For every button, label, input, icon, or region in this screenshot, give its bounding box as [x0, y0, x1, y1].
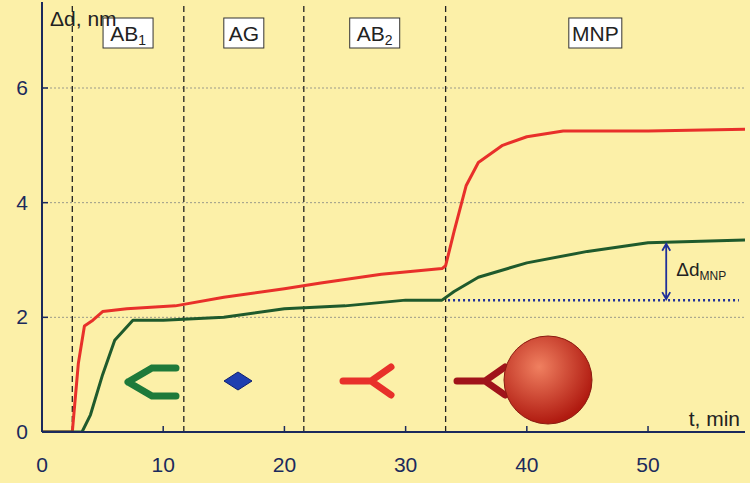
annotation-baseline [448, 299, 739, 302]
antigen-icon [224, 372, 252, 390]
y-tick-label: 2 [16, 305, 28, 328]
x-tick [526, 426, 528, 432]
y-axis [41, 2, 43, 432]
x-tick-label: 50 [636, 453, 659, 476]
phase-boundary [445, 6, 446, 432]
annotation-subscript: MNP [699, 269, 726, 283]
annotation-arrow [662, 244, 670, 299]
x-tick [405, 426, 407, 432]
phase-boundary [72, 6, 73, 432]
series-line [42, 129, 745, 432]
grid-line [42, 317, 745, 318]
y-tick [42, 87, 48, 89]
x-tick-label: 30 [394, 453, 417, 476]
series-line [42, 240, 745, 432]
x-tick [162, 426, 164, 432]
y-tick [42, 202, 48, 204]
y-tick-label: 4 [16, 191, 28, 214]
nanoparticle-icon [504, 336, 592, 424]
background [0, 0, 750, 483]
phase-label: AG [229, 22, 259, 45]
x-tick-label: 10 [152, 453, 175, 476]
antibody-icon [128, 368, 176, 396]
annotation-text: ΔdMNP [676, 259, 726, 283]
phase-label: AB2 [357, 22, 393, 48]
antibody-icon [457, 367, 505, 395]
x-axis [42, 431, 745, 433]
x-tick-label: 20 [273, 453, 296, 476]
phase-boundary [183, 6, 184, 432]
phase-label-box [569, 18, 622, 48]
phase-label-box [224, 18, 264, 48]
phase-label-subscript: 2 [385, 32, 393, 48]
y-tick [42, 317, 48, 319]
y-tick [42, 431, 48, 433]
phase-label: MNP [572, 22, 619, 45]
x-axis-label: t, min [689, 407, 740, 430]
x-tick-label: 40 [515, 453, 538, 476]
y-tick-label: 6 [16, 76, 28, 99]
grid-line [42, 88, 745, 89]
y-tick-label: 0 [16, 420, 28, 443]
antibody-icon [343, 367, 391, 395]
x-tick [41, 426, 43, 432]
phase-label-subscript: 1 [138, 32, 146, 48]
plot-area [42, 129, 745, 432]
y-axis-label: Δd, nm [50, 7, 117, 30]
x-tick-label: 0 [36, 453, 48, 476]
grid-line [42, 202, 745, 203]
x-tick [647, 426, 649, 432]
phase-boundary [303, 6, 304, 432]
x-tick [284, 426, 286, 432]
phase-label-box [350, 18, 400, 48]
